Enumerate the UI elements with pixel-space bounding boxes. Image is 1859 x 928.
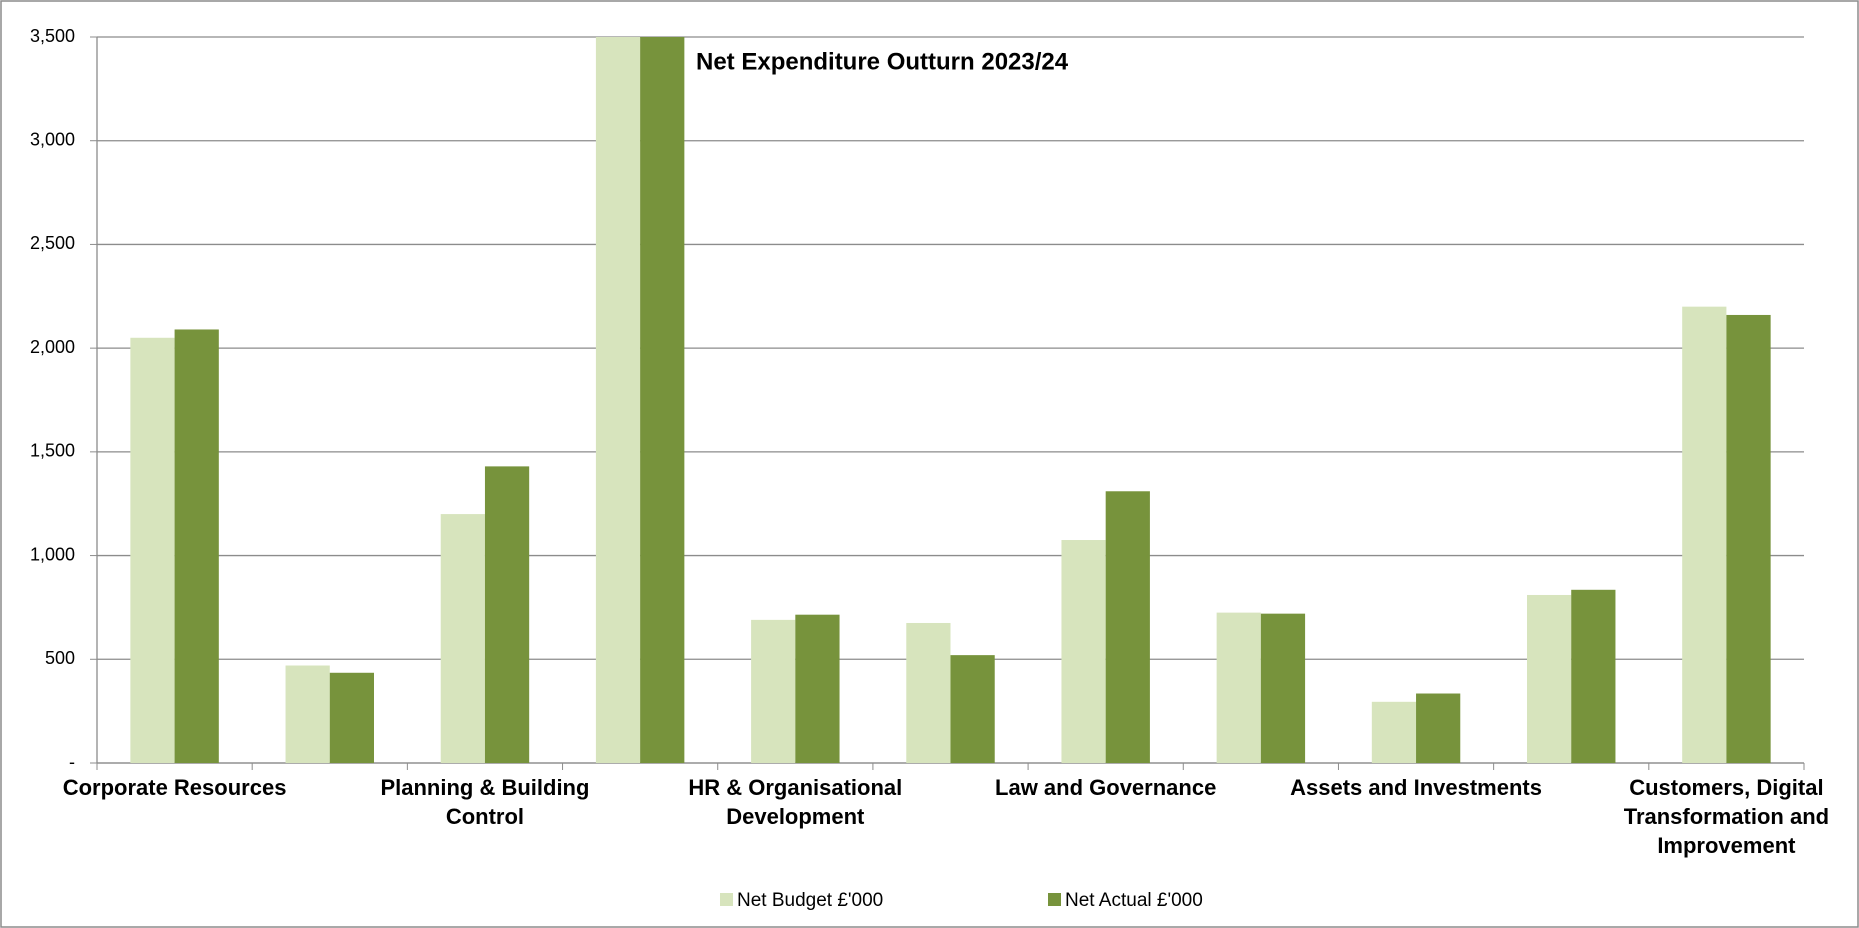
legend-swatch <box>1048 893 1061 906</box>
y-tick-label: 3,500 <box>30 26 75 46</box>
legend-label: Net Budget £'000 <box>737 890 883 911</box>
bar <box>1416 693 1461 763</box>
x-tick-label: Customers, Digital Transformation and Im… <box>1623 775 1830 858</box>
x-tick-label: HR & Organisational Development <box>688 775 903 829</box>
x-tick-label: Corporate Resources <box>62 775 287 800</box>
y-tick-label: 2,000 <box>30 337 75 357</box>
bar <box>329 672 374 763</box>
legend-swatch <box>720 893 733 906</box>
x-tick-label: Planning & Building Control <box>380 775 590 829</box>
bar <box>751 619 796 763</box>
bar <box>1061 540 1106 763</box>
bar <box>595 37 641 763</box>
y-tick-label: 1,500 <box>30 441 75 461</box>
bar <box>795 614 840 763</box>
bar <box>1260 613 1306 763</box>
legend-label: Net Actual £'000 <box>1065 890 1203 911</box>
bar <box>484 466 530 763</box>
bar <box>1527 594 1572 763</box>
bar <box>1105 491 1150 763</box>
bar <box>1571 589 1616 763</box>
bar <box>640 37 685 763</box>
bar <box>285 665 330 763</box>
bar <box>950 655 995 763</box>
chart-title: Net Expenditure Outturn 2023/24 <box>696 48 1069 75</box>
bar <box>440 514 485 763</box>
bar <box>130 337 175 763</box>
y-tick-label: 500 <box>45 648 75 668</box>
bar <box>1216 612 1261 763</box>
bar <box>1682 306 1727 763</box>
x-tick-label: Law and Governance <box>995 775 1217 800</box>
bar <box>906 622 951 763</box>
bar <box>174 329 219 763</box>
bar <box>1726 314 1771 763</box>
x-tick-label: Assets and Investments <box>1290 775 1542 800</box>
y-tick-label: 2,500 <box>30 233 75 253</box>
y-tick-label: - <box>69 752 75 772</box>
y-tick-label: 1,000 <box>30 544 75 564</box>
y-tick-label: 3,000 <box>30 129 75 149</box>
bar <box>1371 701 1417 763</box>
